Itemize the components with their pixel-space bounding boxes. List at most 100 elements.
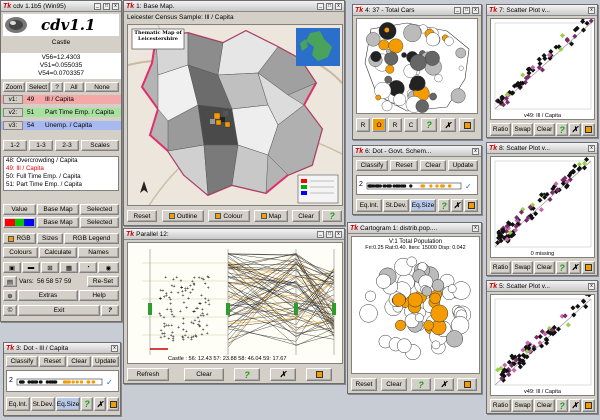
sc7-help-button[interactable]: ? <box>556 123 568 136</box>
sc8-swatch-button[interactable] <box>582 261 595 274</box>
sc5-ratio-button[interactable]: Ratio <box>490 399 511 412</box>
sc7-canvas[interactable]: v49: Ill / Capita <box>490 18 595 120</box>
sc7-swatch-button[interactable] <box>582 123 595 136</box>
list-item[interactable]: 48: Overcrowding / Capita <box>6 157 78 164</box>
maximize-icon[interactable]: □ <box>326 230 333 238</box>
scale-1-2-button[interactable]: 1-2 <box>3 140 27 151</box>
carto-clear-button[interactable]: Clear <box>381 378 407 391</box>
sc8-canvas[interactable]: 0 missing <box>490 156 595 258</box>
dot3-swatch-button[interactable] <box>107 397 119 411</box>
cdv-titlebar[interactable]: Tk cdv 1.1b5 (Win95) _ □ x <box>1 1 121 12</box>
colours-button[interactable]: Colours <box>3 247 38 258</box>
close-icon[interactable]: x <box>112 2 119 10</box>
close-icon[interactable]: x <box>335 2 342 10</box>
dot6-reset-button[interactable]: Reset <box>390 160 418 171</box>
scale-1-3-button[interactable]: 1-3 <box>29 140 53 151</box>
calculate-button[interactable]: Calculate <box>39 247 77 258</box>
sc5-swap-button[interactable]: Swap <box>512 399 533 412</box>
dot3-strip[interactable]: 2 ✓ <box>6 370 119 392</box>
base-map-titlebar[interactable]: Tk 1: Base Map. _ □ x <box>124 1 344 12</box>
close-icon[interactable]: x <box>472 6 479 14</box>
list-item[interactable]: 50: Full Time Emp. / Capita <box>6 173 81 180</box>
cars-titlebar[interactable]: Tk 4: 37 - Total Cars _ □ x <box>353 5 481 16</box>
names-button[interactable]: Names <box>78 247 119 258</box>
carto-swatch-button[interactable] <box>457 378 477 391</box>
dot6-clear-button[interactable]: Clear <box>420 160 446 171</box>
close-icon[interactable]: x <box>111 344 118 352</box>
sc5-titlebar[interactable]: Tk 5: Scatter Plot v... x <box>487 281 597 292</box>
close-icon[interactable]: x <box>588 6 595 14</box>
cars-tool-button[interactable]: ✗ <box>440 118 456 132</box>
sc5-tool-button[interactable]: ✗ <box>569 399 581 412</box>
parallel-titlebar[interactable]: Tk Parallel 12: _ □ x <box>124 229 344 240</box>
select-button[interactable]: Select <box>26 82 50 92</box>
select-all-button[interactable]: All <box>64 82 84 92</box>
scales-button[interactable]: Scales <box>81 140 119 151</box>
sc8-ratio-button[interactable]: Ratio <box>490 261 511 274</box>
rgb-check-button[interactable]: RGB <box>3 233 36 244</box>
list-item[interactable]: 51: Part Time Emp. / Capita <box>6 181 82 188</box>
scale-2-3-button[interactable]: 2-3 <box>55 140 79 151</box>
var-row-2[interactable]: v2: 51 Part Time Emp. / Capita <box>1 108 121 117</box>
carto-help-button[interactable]: ? <box>411 378 431 391</box>
dot6-swatch-button[interactable] <box>464 199 478 212</box>
close-icon[interactable]: x <box>472 147 479 155</box>
tool-icon-4[interactable]: ▦ <box>60 262 78 273</box>
question-button[interactable]: ? <box>101 305 119 316</box>
minimize-icon[interactable]: _ <box>317 2 324 10</box>
dot6-eqint-button[interactable]: Eq.Int. <box>356 199 382 212</box>
sc5-clear-button[interactable]: Clear <box>534 399 555 412</box>
select-none-button[interactable]: None <box>85 82 119 92</box>
tool-icon-5[interactable]: ◔ <box>79 262 97 273</box>
close-icon[interactable]: x <box>588 282 595 290</box>
sc7-ratio-button[interactable]: Ratio <box>490 123 511 136</box>
dot3-tool-button[interactable]: ✗ <box>94 397 106 411</box>
cars-r2-button[interactable]: R <box>388 118 402 132</box>
outline-checkbox[interactable]: Outline <box>162 210 204 222</box>
list-item-selected[interactable]: 49: Ill / Capita <box>6 165 44 172</box>
maximize-icon[interactable]: □ <box>463 6 470 14</box>
carto-titlebar[interactable]: Tk Cartogram 1: distrib.pop.... x <box>348 223 481 234</box>
tool-icon-6[interactable]: ◉ <box>98 262 119 273</box>
dot6-stdev-button[interactable]: St.Dev. <box>383 199 409 212</box>
sc7-tool-button[interactable]: ✗ <box>569 123 581 136</box>
help-query-button[interactable]: ? <box>51 82 63 92</box>
selected-button[interactable]: Selected <box>80 204 119 215</box>
carto-reset-button[interactable]: Reset <box>351 378 377 391</box>
sc8-tool-button[interactable]: ✗ <box>569 261 581 274</box>
parallel-tool-button[interactable]: ✗ <box>270 368 296 381</box>
base-map-button-2[interactable]: Base Map <box>37 217 79 228</box>
basemap-reset-button[interactable]: Reset <box>127 210 157 222</box>
map-checkbox[interactable]: Map <box>254 210 288 222</box>
dot3-classify-button[interactable]: Classify <box>6 356 38 367</box>
variable-list[interactable]: 48: Overcrowding / Capita 49: Ill / Capi… <box>3 156 119 191</box>
sc5-help-button[interactable]: ? <box>556 399 568 412</box>
zoom-button[interactable]: Zoom <box>3 82 25 92</box>
dot3-help-button[interactable]: ? <box>81 397 93 411</box>
dot3-update-button[interactable]: Update <box>92 356 119 367</box>
minimize-icon[interactable]: _ <box>454 6 461 14</box>
dot6-titlebar[interactable]: Tk 6: Dot - Govt. Schem... x <box>353 146 481 157</box>
tool-icon-3[interactable]: ⊞ <box>41 262 59 273</box>
reset-vars-button[interactable]: Re-Set <box>87 276 119 287</box>
parallel-canvas[interactable]: + + + + + + + + + + + + + + + + + + + + + + + + + + + + + + + + + + + + + + + +… <box>127 242 343 364</box>
sc7-clear-button[interactable]: Clear <box>534 123 555 136</box>
tool-icon-2[interactable]: ▬ <box>22 262 40 273</box>
cars-c-button[interactable]: C <box>404 118 418 132</box>
sc5-canvas[interactable]: v49: Ill / Capita <box>490 294 595 396</box>
cars-canvas[interactable] <box>356 18 478 114</box>
dot6-strip[interactable]: 2 ✓ <box>356 175 478 195</box>
cars-o-button[interactable]: O <box>372 118 386 132</box>
close-icon[interactable]: x <box>335 230 342 238</box>
value-button[interactable]: Value <box>3 204 36 215</box>
close-icon[interactable]: x <box>588 144 595 152</box>
sizes-button[interactable]: Sizes <box>37 233 63 244</box>
selected-button-2[interactable]: Selected <box>80 217 119 228</box>
vars-icon-button[interactable]: ▤ <box>3 276 17 287</box>
dot6-classify-button[interactable]: Classify <box>356 160 388 171</box>
sc5-swatch-button[interactable] <box>582 399 595 412</box>
dot3-stdev-button[interactable]: St.Dev. <box>31 397 55 411</box>
minimize-icon[interactable]: _ <box>317 230 324 238</box>
close-icon[interactable]: x <box>472 224 479 232</box>
tool-icon-1[interactable]: ▣ <box>3 262 21 273</box>
